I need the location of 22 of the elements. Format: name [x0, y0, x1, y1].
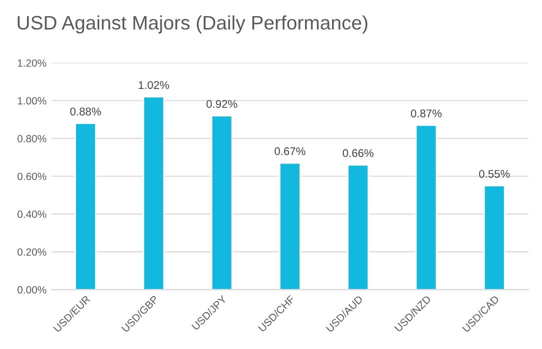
- data-label: 0.66%: [342, 149, 374, 158]
- data-label: 0.67%: [274, 147, 306, 156]
- data-label: 0.88%: [70, 108, 101, 116]
- bar: [347, 164, 370, 290]
- bar: [74, 122, 96, 290]
- data-label: 0.92%: [206, 100, 238, 108]
- data-label: 0.87%: [410, 109, 442, 118]
- y-tick-label: 0.40%: [18, 210, 46, 218]
- y-tick-label: 0.00%: [18, 286, 46, 294]
- bar: [279, 162, 301, 290]
- y-tick-label: 0.60%: [18, 172, 46, 180]
- chart-title: USD Against Majors (Daily Performance): [18, 15, 368, 34]
- y-tick-label: 1.00%: [18, 97, 46, 105]
- bar: [142, 96, 165, 290]
- bar: [415, 124, 438, 290]
- y-tick-label: 0.20%: [18, 248, 46, 256]
- data-label: 0.55%: [479, 170, 510, 178]
- data-label: 1.02%: [138, 81, 170, 89]
- y-tick-label: 1.20%: [18, 59, 46, 67]
- bar: [483, 185, 506, 290]
- y-tick-label: 0.80%: [18, 134, 46, 142]
- bar: [210, 115, 233, 290]
